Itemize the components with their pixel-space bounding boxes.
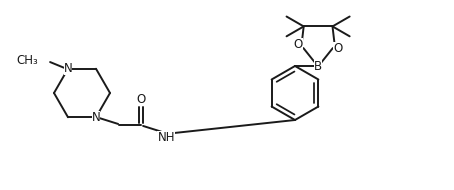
Text: CH₃: CH₃ — [16, 54, 38, 66]
Text: O: O — [294, 38, 303, 51]
Text: N: N — [64, 62, 72, 75]
Text: NH: NH — [158, 131, 175, 144]
Text: O: O — [137, 93, 146, 106]
Text: B: B — [314, 59, 322, 73]
Text: O: O — [333, 42, 342, 55]
Text: N: N — [92, 111, 100, 124]
